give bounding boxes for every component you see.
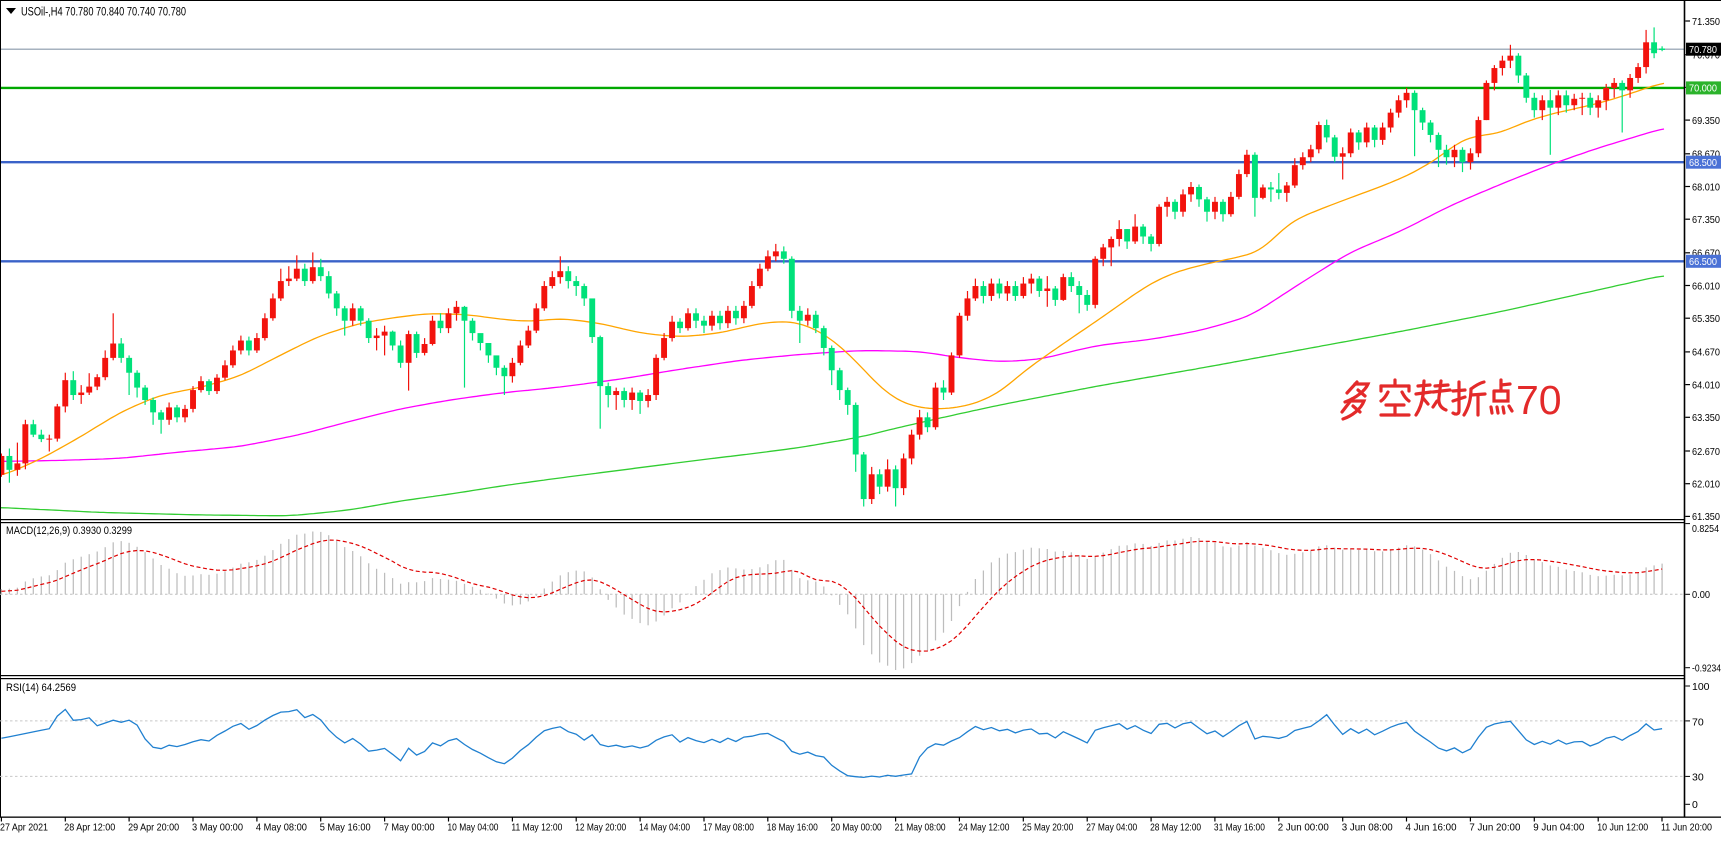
svg-text:70: 70 <box>1516 377 1562 423</box>
svg-text:68.500: 68.500 <box>1689 157 1717 169</box>
svg-text:MACD(12,26,9) 0.3930 0.3299: MACD(12,26,9) 0.3930 0.3299 <box>6 525 132 537</box>
svg-text:12 May 20:00: 12 May 20:00 <box>575 822 626 834</box>
svg-text:4 May 08:00: 4 May 08:00 <box>256 822 307 834</box>
svg-text:25 May 20:00: 25 May 20:00 <box>1022 822 1073 834</box>
svg-text:RSI(14) 64.2569: RSI(14) 64.2569 <box>6 682 76 694</box>
svg-text:0: 0 <box>1692 799 1698 811</box>
svg-text:64.670: 64.670 <box>1692 347 1720 359</box>
svg-text:17 May 08:00: 17 May 08:00 <box>703 822 754 834</box>
svg-text:66.500: 66.500 <box>1689 256 1717 268</box>
svg-text:5 May 16:00: 5 May 16:00 <box>320 822 371 834</box>
svg-text:0.00: 0.00 <box>1692 589 1710 601</box>
svg-text:21 May 08:00: 21 May 08:00 <box>895 822 946 834</box>
svg-text:10 Jun 12:00: 10 Jun 12:00 <box>1597 822 1648 834</box>
svg-text:USOil-,H4 70.780 70.840 70.74: USOil-,H4 70.780 70.840 70.740 70.780 <box>21 7 186 19</box>
svg-text:63.350: 63.350 <box>1692 412 1720 424</box>
svg-text:100: 100 <box>1692 681 1710 693</box>
svg-text:70.780: 70.780 <box>1689 44 1717 56</box>
svg-text:31 May 16:00: 31 May 16:00 <box>1214 822 1265 834</box>
svg-text:62.670: 62.670 <box>1692 446 1720 458</box>
svg-text:3 Jun 08:00: 3 Jun 08:00 <box>1342 822 1393 834</box>
svg-text:10 May 04:00: 10 May 04:00 <box>448 822 499 834</box>
svg-text:20 May 00:00: 20 May 00:00 <box>831 822 882 834</box>
svg-text:11 Jun 20:00: 11 Jun 20:00 <box>1661 822 1712 834</box>
svg-text:28 May 12:00: 28 May 12:00 <box>1150 822 1201 834</box>
svg-text:14 May 04:00: 14 May 04:00 <box>639 822 690 834</box>
svg-text:27 Apr 2021: 27 Apr 2021 <box>0 822 48 834</box>
svg-text:4 Jun 16:00: 4 Jun 16:00 <box>1406 822 1457 834</box>
svg-text:2 Jun 00:00: 2 Jun 00:00 <box>1278 822 1329 834</box>
svg-text:71.350: 71.350 <box>1692 16 1720 28</box>
svg-text:61.350: 61.350 <box>1692 511 1720 523</box>
svg-text:65.350: 65.350 <box>1692 313 1720 325</box>
svg-text:29 Apr 20:00: 29 Apr 20:00 <box>128 822 179 834</box>
svg-text:9 Jun 04:00: 9 Jun 04:00 <box>1533 822 1584 834</box>
svg-text:66.010: 66.010 <box>1692 280 1720 292</box>
svg-text:7 Jun 20:00: 7 Jun 20:00 <box>1469 822 1520 834</box>
svg-text:70: 70 <box>1692 716 1704 728</box>
svg-text:62.010: 62.010 <box>1692 479 1720 491</box>
svg-text:28 Apr 12:00: 28 Apr 12:00 <box>64 822 115 834</box>
svg-text:3 May 00:00: 3 May 00:00 <box>192 822 243 834</box>
svg-text:64.010: 64.010 <box>1692 379 1720 391</box>
svg-text:30: 30 <box>1692 771 1704 783</box>
svg-text:68.010: 68.010 <box>1692 181 1720 193</box>
svg-text:70.000: 70.000 <box>1689 83 1717 95</box>
svg-text:67.350: 67.350 <box>1692 214 1720 226</box>
svg-text:69.350: 69.350 <box>1692 115 1720 127</box>
svg-text:18 May 16:00: 18 May 16:00 <box>767 822 818 834</box>
svg-text:0.8254: 0.8254 <box>1692 523 1719 535</box>
svg-text:11 May 12:00: 11 May 12:00 <box>511 822 562 834</box>
svg-text:-0.9234: -0.9234 <box>1692 663 1721 675</box>
svg-text:7 May 00:00: 7 May 00:00 <box>384 822 435 834</box>
svg-text:24 May 12:00: 24 May 12:00 <box>958 822 1009 834</box>
svg-text:27 May 04:00: 27 May 04:00 <box>1086 822 1137 834</box>
